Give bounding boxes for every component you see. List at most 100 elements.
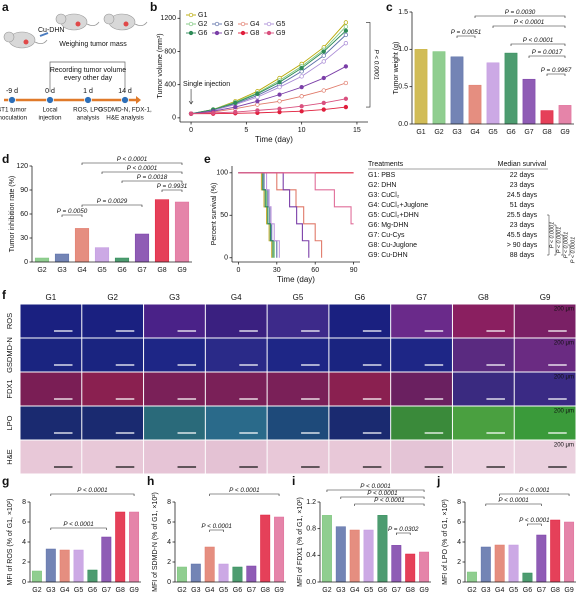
micrograph xyxy=(391,338,452,372)
legend-marker xyxy=(240,21,246,27)
series-marker xyxy=(299,65,304,71)
y-tick-label: 0.8 xyxy=(306,526,316,533)
micrograph xyxy=(452,440,514,474)
x-tick-label: 15 xyxy=(353,127,361,134)
scale-bar-label: 200 μm xyxy=(554,307,574,313)
x-tick-label: G7 xyxy=(524,129,533,136)
series-marker xyxy=(255,108,260,113)
y-tick-label: 50 xyxy=(220,212,228,219)
y-tick-label: 8 xyxy=(457,499,461,506)
panel-label: e xyxy=(204,152,211,166)
series-marker xyxy=(321,88,326,93)
micrograph xyxy=(391,406,452,440)
bar xyxy=(468,84,482,125)
series-line xyxy=(190,42,347,115)
y-axis-label: Tumor weight (g) xyxy=(393,42,400,95)
significance-bracket xyxy=(209,493,280,496)
micrograph xyxy=(20,304,82,338)
x-tick-label: G5 xyxy=(488,129,497,136)
p-value: P = 0.0302 xyxy=(388,526,419,533)
bar xyxy=(432,51,446,125)
table-cell: G3: CuCl₂ xyxy=(368,192,400,199)
p-value: P < 0.0001 xyxy=(117,156,147,163)
significance-bracket xyxy=(456,35,476,38)
y-tick-label: 0 xyxy=(22,579,26,586)
micrograph xyxy=(514,440,576,474)
series-line xyxy=(190,26,347,115)
series-marker xyxy=(255,99,260,104)
y-tick-label: 0 xyxy=(172,115,176,122)
series-marker xyxy=(343,104,349,110)
recording-label: Recording tumor volume xyxy=(50,67,126,74)
p-value: P = 0.0029 xyxy=(97,198,128,205)
bar xyxy=(154,199,170,263)
p-value: P < 0.0001 xyxy=(549,222,555,249)
micrograph xyxy=(82,406,144,440)
event-dot xyxy=(84,96,92,104)
column-label: G5 xyxy=(293,293,304,302)
legend-label: G9 xyxy=(276,30,285,37)
series-marker xyxy=(343,20,349,25)
event-note: injection xyxy=(38,115,62,122)
y-tick-label: 30 xyxy=(20,235,28,242)
x-tick-label: G7 xyxy=(247,587,256,594)
panel-label: a xyxy=(2,0,9,14)
p-value: P < 0.0001 xyxy=(77,487,107,494)
series-line xyxy=(191,98,346,115)
bar xyxy=(134,233,150,263)
x-tick-label: G9 xyxy=(274,587,283,594)
event-note: GSDMD-N, FDX-1, xyxy=(98,107,152,114)
series-line xyxy=(190,30,347,115)
table-cell: G7: Cu-Cys xyxy=(368,232,405,239)
significance-bracket xyxy=(485,503,542,506)
x-tick-label: G5 xyxy=(364,587,373,594)
bar xyxy=(260,514,271,583)
series-marker xyxy=(299,104,304,109)
bar xyxy=(204,546,215,583)
y-tick-label: 0.5 xyxy=(398,84,408,91)
mouse-tail xyxy=(34,39,48,44)
survival-curve xyxy=(238,172,310,258)
series-marker xyxy=(321,107,326,112)
legend-label: G3 xyxy=(224,21,233,28)
event-note: 4T1 tumor xyxy=(0,107,26,114)
mouse-head xyxy=(55,13,67,25)
event-note: ROS, LPO xyxy=(73,107,103,114)
micrograph xyxy=(267,338,329,372)
x-tick-label: G5 xyxy=(509,587,518,594)
micrograph xyxy=(329,406,391,440)
p-value: P = 0.0017 xyxy=(532,49,563,56)
bar xyxy=(522,78,536,125)
x-tick-label: G8 xyxy=(542,129,551,136)
table-cell: G5: CuCl₂+DHN xyxy=(368,212,419,219)
y-tick-label: 90 xyxy=(20,187,28,194)
significance-bracket xyxy=(81,204,143,207)
event-day: -9 d xyxy=(6,88,18,95)
y-tick-label: 1.5 xyxy=(398,9,408,16)
bar xyxy=(405,553,416,583)
mouse-tail xyxy=(86,21,100,26)
event-day: 1 d xyxy=(83,88,93,95)
bar xyxy=(101,536,112,583)
x-tick-label: G2 xyxy=(322,587,331,594)
legend-marker xyxy=(214,21,220,27)
bar xyxy=(74,228,90,263)
panel-label: d xyxy=(2,152,9,166)
y-tick-label: 6 xyxy=(167,519,171,526)
bar xyxy=(321,515,332,583)
micrograph xyxy=(391,304,452,338)
x-tick-label: G3 xyxy=(452,129,461,136)
bar xyxy=(129,511,140,583)
legend-label: G8 xyxy=(250,30,259,37)
bar xyxy=(87,569,98,583)
scale-bar-label: 200 μm xyxy=(554,409,574,415)
table-cell: > 90 days xyxy=(507,242,538,249)
significance-bracket xyxy=(366,22,371,108)
series-marker xyxy=(277,85,282,90)
y-tick-label: 2 xyxy=(22,559,26,566)
bar xyxy=(94,247,110,263)
series-marker xyxy=(233,100,238,106)
legend-marker xyxy=(188,21,194,27)
event-day: 14 d xyxy=(118,88,132,95)
